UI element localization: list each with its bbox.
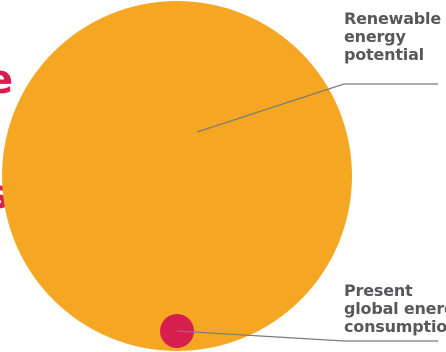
global-consumption-label: Present global energy consumption [344, 282, 446, 336]
renewable-label-line-3: potential [344, 45, 424, 64]
cropped-heading-letter-top: e [0, 60, 12, 100]
renewable-label-line-2: energy [344, 27, 406, 46]
renewable-leader-line [196, 83, 438, 133]
consumption-leader-line [176, 330, 438, 342]
consumption-label-line-2: global energy [344, 299, 446, 318]
renewable-label-line-1: Renewable [344, 9, 441, 28]
consumption-label-line-3: consumption [344, 317, 446, 336]
consumption-label-line-1: Present [344, 281, 413, 300]
renewable-potential-circle [2, 1, 352, 351]
renewable-potential-label: Renewable energy potential [344, 10, 441, 64]
cropped-heading-fragment-top: e [0, 60, 12, 100]
